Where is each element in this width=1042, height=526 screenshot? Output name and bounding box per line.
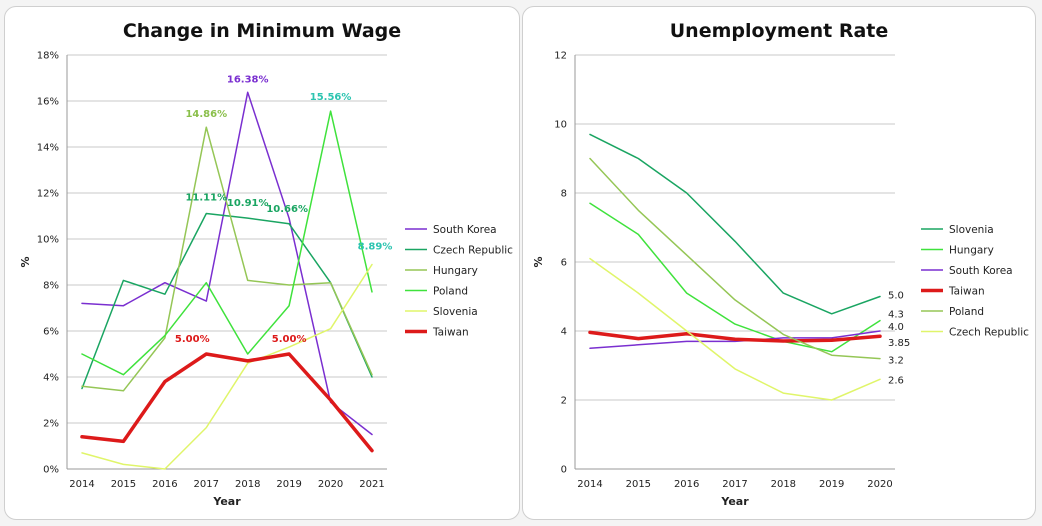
series-line-taiwan [80, 352, 374, 453]
data-label: 5.00% [175, 334, 210, 345]
legend-label-south-korea: South Korea [949, 265, 1013, 277]
data-label: 5.00% [272, 334, 307, 345]
legend-label-hungary: Hungary [433, 265, 478, 277]
series-line-slovenia [589, 133, 881, 315]
x-tick-label: 2014 [577, 479, 602, 490]
legend-label-taiwan: Taiwan [432, 327, 469, 339]
x-tick-label: 2016 [674, 479, 699, 490]
series-line-poland [81, 110, 373, 376]
x-tick-label: 2017 [194, 479, 219, 490]
y-tick-label: 4 [561, 327, 567, 338]
legend-label-slovenia: Slovenia [433, 306, 478, 318]
data-label: 11.11% [185, 192, 227, 203]
chart-title: Change in Minimum Wage [123, 20, 401, 42]
x-tick-label: 2017 [722, 479, 747, 490]
series-line-czech-republic [81, 212, 373, 390]
end-label-hungary: 4.3 [888, 310, 904, 321]
x-tick-label: 2020 [867, 479, 892, 490]
x-tick-label: 2018 [235, 479, 260, 490]
y-tick-label: 14% [37, 143, 59, 154]
end-label-south-korea: 4.0 [888, 322, 904, 333]
data-label: 16.38% [227, 74, 269, 85]
end-label-poland: 3.2 [888, 356, 904, 367]
x-axis-label: Year [212, 495, 241, 508]
y-tick-label: 18% [37, 51, 59, 62]
legend-label-taiwan: Taiwan [948, 286, 985, 298]
x-tick-label: 2018 [771, 479, 796, 490]
x-tick-label: 2016 [152, 479, 177, 490]
y-axis-label: % [19, 256, 32, 267]
series-line-south-korea [81, 91, 373, 436]
data-label: 10.91% [227, 198, 269, 209]
end-label-slovenia: 5.0 [888, 291, 904, 302]
data-label: 10.66% [266, 204, 308, 215]
y-tick-label: 8 [561, 189, 567, 200]
data-label: 15.56% [310, 92, 352, 103]
y-tick-label: 0% [43, 465, 59, 476]
y-tick-label: 10% [37, 235, 59, 246]
x-tick-label: 2015 [111, 479, 136, 490]
x-tick-label: 2019 [819, 479, 844, 490]
y-tick-label: 6 [561, 258, 567, 269]
y-tick-label: 0 [561, 465, 567, 476]
series-line-south-korea [589, 330, 881, 350]
y-tick-label: 2 [561, 396, 567, 407]
chart-title: Unemployment Rate [670, 20, 889, 42]
legend-label-czech-republic: Czech Republic [949, 327, 1029, 339]
legend-label-czech-republic: Czech Republic [433, 245, 513, 257]
series-line-taiwan [588, 330, 882, 343]
series-line-hungary [589, 202, 881, 353]
y-tick-label: 10 [554, 120, 567, 131]
x-axis-label: Year [720, 495, 749, 508]
x-tick-label: 2019 [276, 479, 301, 490]
minimum-wage-chart-panel: Change in Minimum Wage 0% 2% 4% 6% 8% 10% 12% 14… [4, 6, 520, 520]
data-label: 8.89% [358, 242, 393, 253]
legend-label-slovenia: Slovenia [949, 224, 994, 236]
series-line-czech-republic [589, 257, 881, 401]
y-tick-label: 4% [43, 373, 59, 384]
legend-label-poland: Poland [433, 286, 468, 298]
end-label-czech-republic: 2.6 [888, 375, 904, 386]
x-tick-label: 2021 [359, 479, 384, 490]
y-axis-label: % [532, 256, 545, 267]
y-tick-label: 12 [554, 51, 567, 62]
y-tick-label: 12% [37, 189, 59, 200]
y-tick-label: 8% [43, 281, 59, 292]
legend-label-south-korea: South Korea [433, 224, 497, 236]
unemployment-chart-panel: Unemployment Rate 0 2 4 6 8 10 12 2014 2015 2016 20… [522, 6, 1036, 520]
y-tick-label: 6% [43, 327, 59, 338]
legend-label-poland: Poland [949, 306, 984, 318]
series-line-hungary [81, 126, 373, 392]
x-tick-label: 2020 [318, 479, 343, 490]
legend-label-hungary: Hungary [949, 245, 994, 257]
end-label-taiwan: 3.85 [888, 338, 910, 349]
series-line-poland [589, 157, 881, 360]
minimum-wage-chart: Change in Minimum Wage 0% 2% 4% 6% 8% 10% 12% 14… [19, 20, 513, 508]
y-tick-label: 16% [37, 97, 59, 108]
data-label: 14.86% [185, 109, 227, 120]
y-tick-label: 2% [43, 419, 59, 430]
x-tick-label: 2015 [626, 479, 651, 490]
series-line-slovenia [81, 263, 373, 470]
x-tick-label: 2014 [69, 479, 94, 490]
unemployment-rate-chart: Unemployment Rate 0 2 4 6 8 10 12 2014 2015 2016 20… [532, 20, 1029, 508]
